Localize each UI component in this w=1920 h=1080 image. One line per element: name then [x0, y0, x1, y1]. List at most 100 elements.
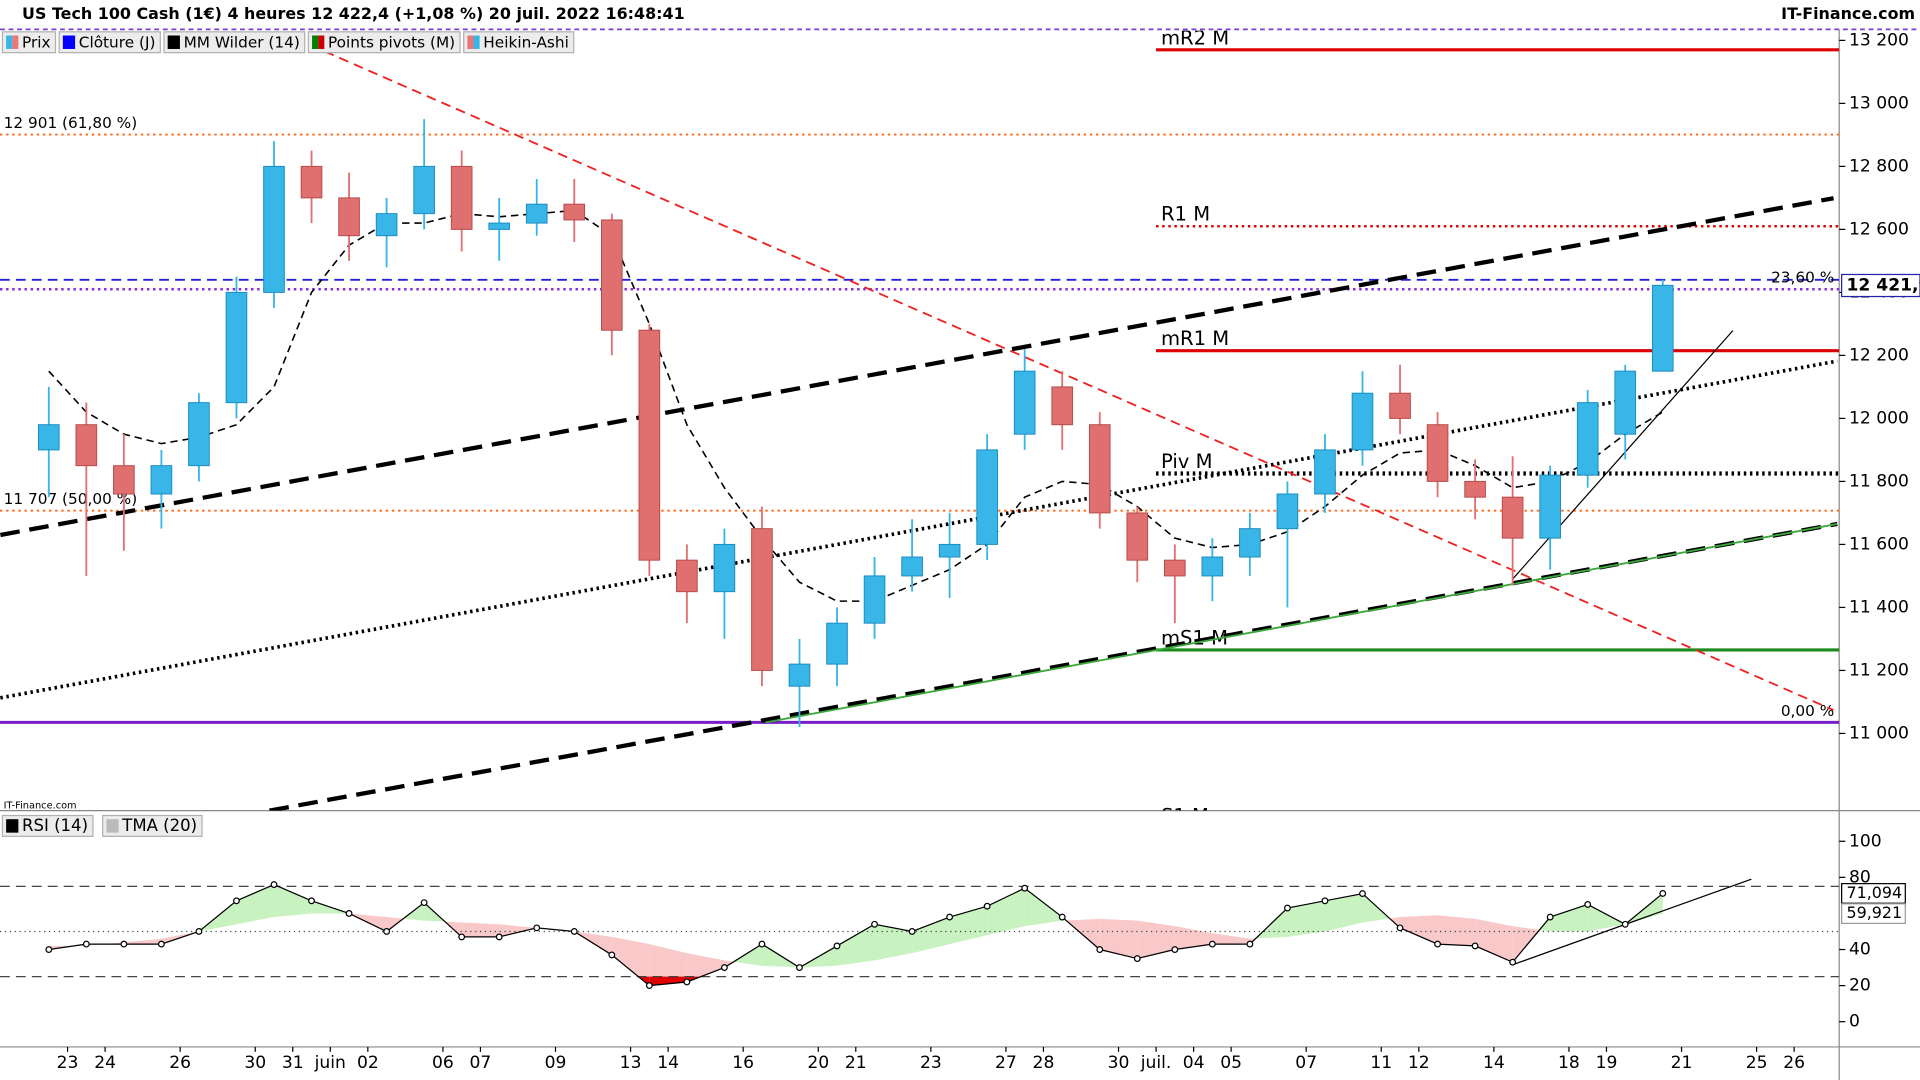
rsi-fill: [1475, 918, 1513, 963]
rsi-fill: [1437, 915, 1476, 946]
rsi-point: [908, 928, 916, 935]
candle-body: [1351, 392, 1374, 451]
candle-body: [1013, 370, 1036, 435]
end-label-box: [1841, 903, 1906, 924]
x-tick-label: juin: [314, 1053, 346, 1073]
candle-body: [713, 543, 736, 593]
rsi-fill: [123, 938, 162, 945]
rsi-fill: [1362, 893, 1390, 923]
rsi-fill: [649, 944, 687, 986]
x-tick-label: 09: [545, 1053, 567, 1073]
candle-body: [1088, 424, 1111, 514]
candle-body: [1201, 556, 1224, 577]
rsi-point: [1208, 940, 1216, 948]
legend-swatch: [62, 35, 76, 49]
x-tick-label: 11: [1370, 1053, 1392, 1073]
legend-swatch: [12, 35, 19, 49]
rsi-point: [458, 933, 466, 941]
rsi-point: [1509, 958, 1517, 966]
candle-body: [1426, 424, 1449, 482]
rsi-point: [1434, 940, 1441, 948]
rsi-panel: [0, 878, 1840, 990]
candle-body: [413, 165, 435, 215]
legend-label: Heikin-Ashi: [483, 33, 569, 51]
rsi-point: [1584, 900, 1592, 908]
rsi-fill: [1550, 904, 1588, 932]
rsi-point: [608, 951, 616, 959]
x-tick-label: 16: [732, 1053, 754, 1073]
legend-swatch: [6, 819, 19, 833]
rsi-point: [1058, 913, 1066, 921]
rsi-point: [120, 940, 128, 948]
legend-swatch: [6, 35, 13, 49]
rsi-fill: [686, 953, 725, 982]
y-tick-label: 11 800: [1849, 471, 1909, 491]
candle-body: [338, 197, 360, 237]
candle-body: [1314, 449, 1336, 495]
legend-box: [58, 31, 161, 54]
level-label: mR1 M: [1161, 327, 1229, 350]
rsi-point: [420, 899, 428, 907]
x-tick-label: 02: [357, 1053, 379, 1073]
rsi-fill: [1099, 918, 1138, 959]
rsi-point: [833, 942, 841, 950]
rsi-point: [1133, 955, 1141, 962]
candle-body: [788, 663, 811, 687]
candle-body: [450, 165, 473, 230]
level-label: 23,60 %: [1771, 269, 1834, 287]
candle-body: [1539, 474, 1561, 539]
rsi-point: [1396, 924, 1404, 932]
x-tick-label: 21: [845, 1053, 867, 1073]
rsi-point: [1321, 897, 1329, 905]
rsi-fill: [1324, 893, 1363, 932]
x-tick-label: 07: [470, 1053, 492, 1073]
candle-body: [863, 575, 886, 624]
x-tick-label: 26: [1783, 1053, 1805, 1073]
y-tick-label: 11 200: [1849, 660, 1909, 680]
legend-swatch: [467, 35, 474, 49]
candle-body: [1389, 392, 1411, 419]
rsi-point: [1621, 920, 1629, 928]
x-tick-label: 20: [807, 1053, 829, 1073]
x-tick-label: 31: [282, 1053, 304, 1073]
rsi-fill: [1174, 926, 1213, 950]
rsi-point: [1546, 913, 1554, 921]
rsi-point: [1171, 946, 1179, 953]
x-tick-label: 21: [1671, 1053, 1693, 1073]
legend-swatch: [167, 35, 180, 49]
rsi-fill: [987, 888, 1025, 936]
rsi-fill: [611, 936, 650, 986]
level-label: S1 M: [1161, 804, 1209, 827]
rsi-fill: [649, 976, 687, 986]
rsi-fill: [949, 906, 988, 945]
candle-body: [563, 203, 586, 221]
candle-body: [488, 222, 511, 230]
legend-swatch: [312, 35, 319, 49]
rsi-fill: [733, 944, 762, 966]
candle-body: [938, 543, 961, 558]
legend-label: Points pivots (M): [328, 33, 455, 51]
rsi-point: [645, 982, 653, 990]
candle-body: [225, 291, 248, 404]
candle-body: [1614, 370, 1637, 435]
y-tick-label: 0: [1849, 1012, 1860, 1032]
rsi-point: [533, 924, 541, 932]
y-tick-label: 20: [1849, 976, 1871, 996]
candle-body: [676, 559, 698, 593]
rsi-fill: [874, 924, 913, 961]
rsi-point: [495, 933, 503, 941]
rsi-fill: [274, 884, 312, 918]
candle-body: [75, 424, 98, 467]
chart-title: US Tech 100 Cash (1€) 4 heures 12 422,4 …: [22, 4, 685, 23]
level-label: 0,00 %: [1781, 702, 1834, 720]
rsi-point: [683, 978, 691, 986]
candle-body: [375, 213, 398, 237]
y-tick-label: 80: [1849, 867, 1871, 887]
candle-body: [600, 219, 623, 331]
candle-body: [525, 203, 548, 224]
candle-body: [1126, 512, 1149, 561]
candle-body: [1276, 493, 1299, 530]
moving-average: [48, 209, 1664, 602]
